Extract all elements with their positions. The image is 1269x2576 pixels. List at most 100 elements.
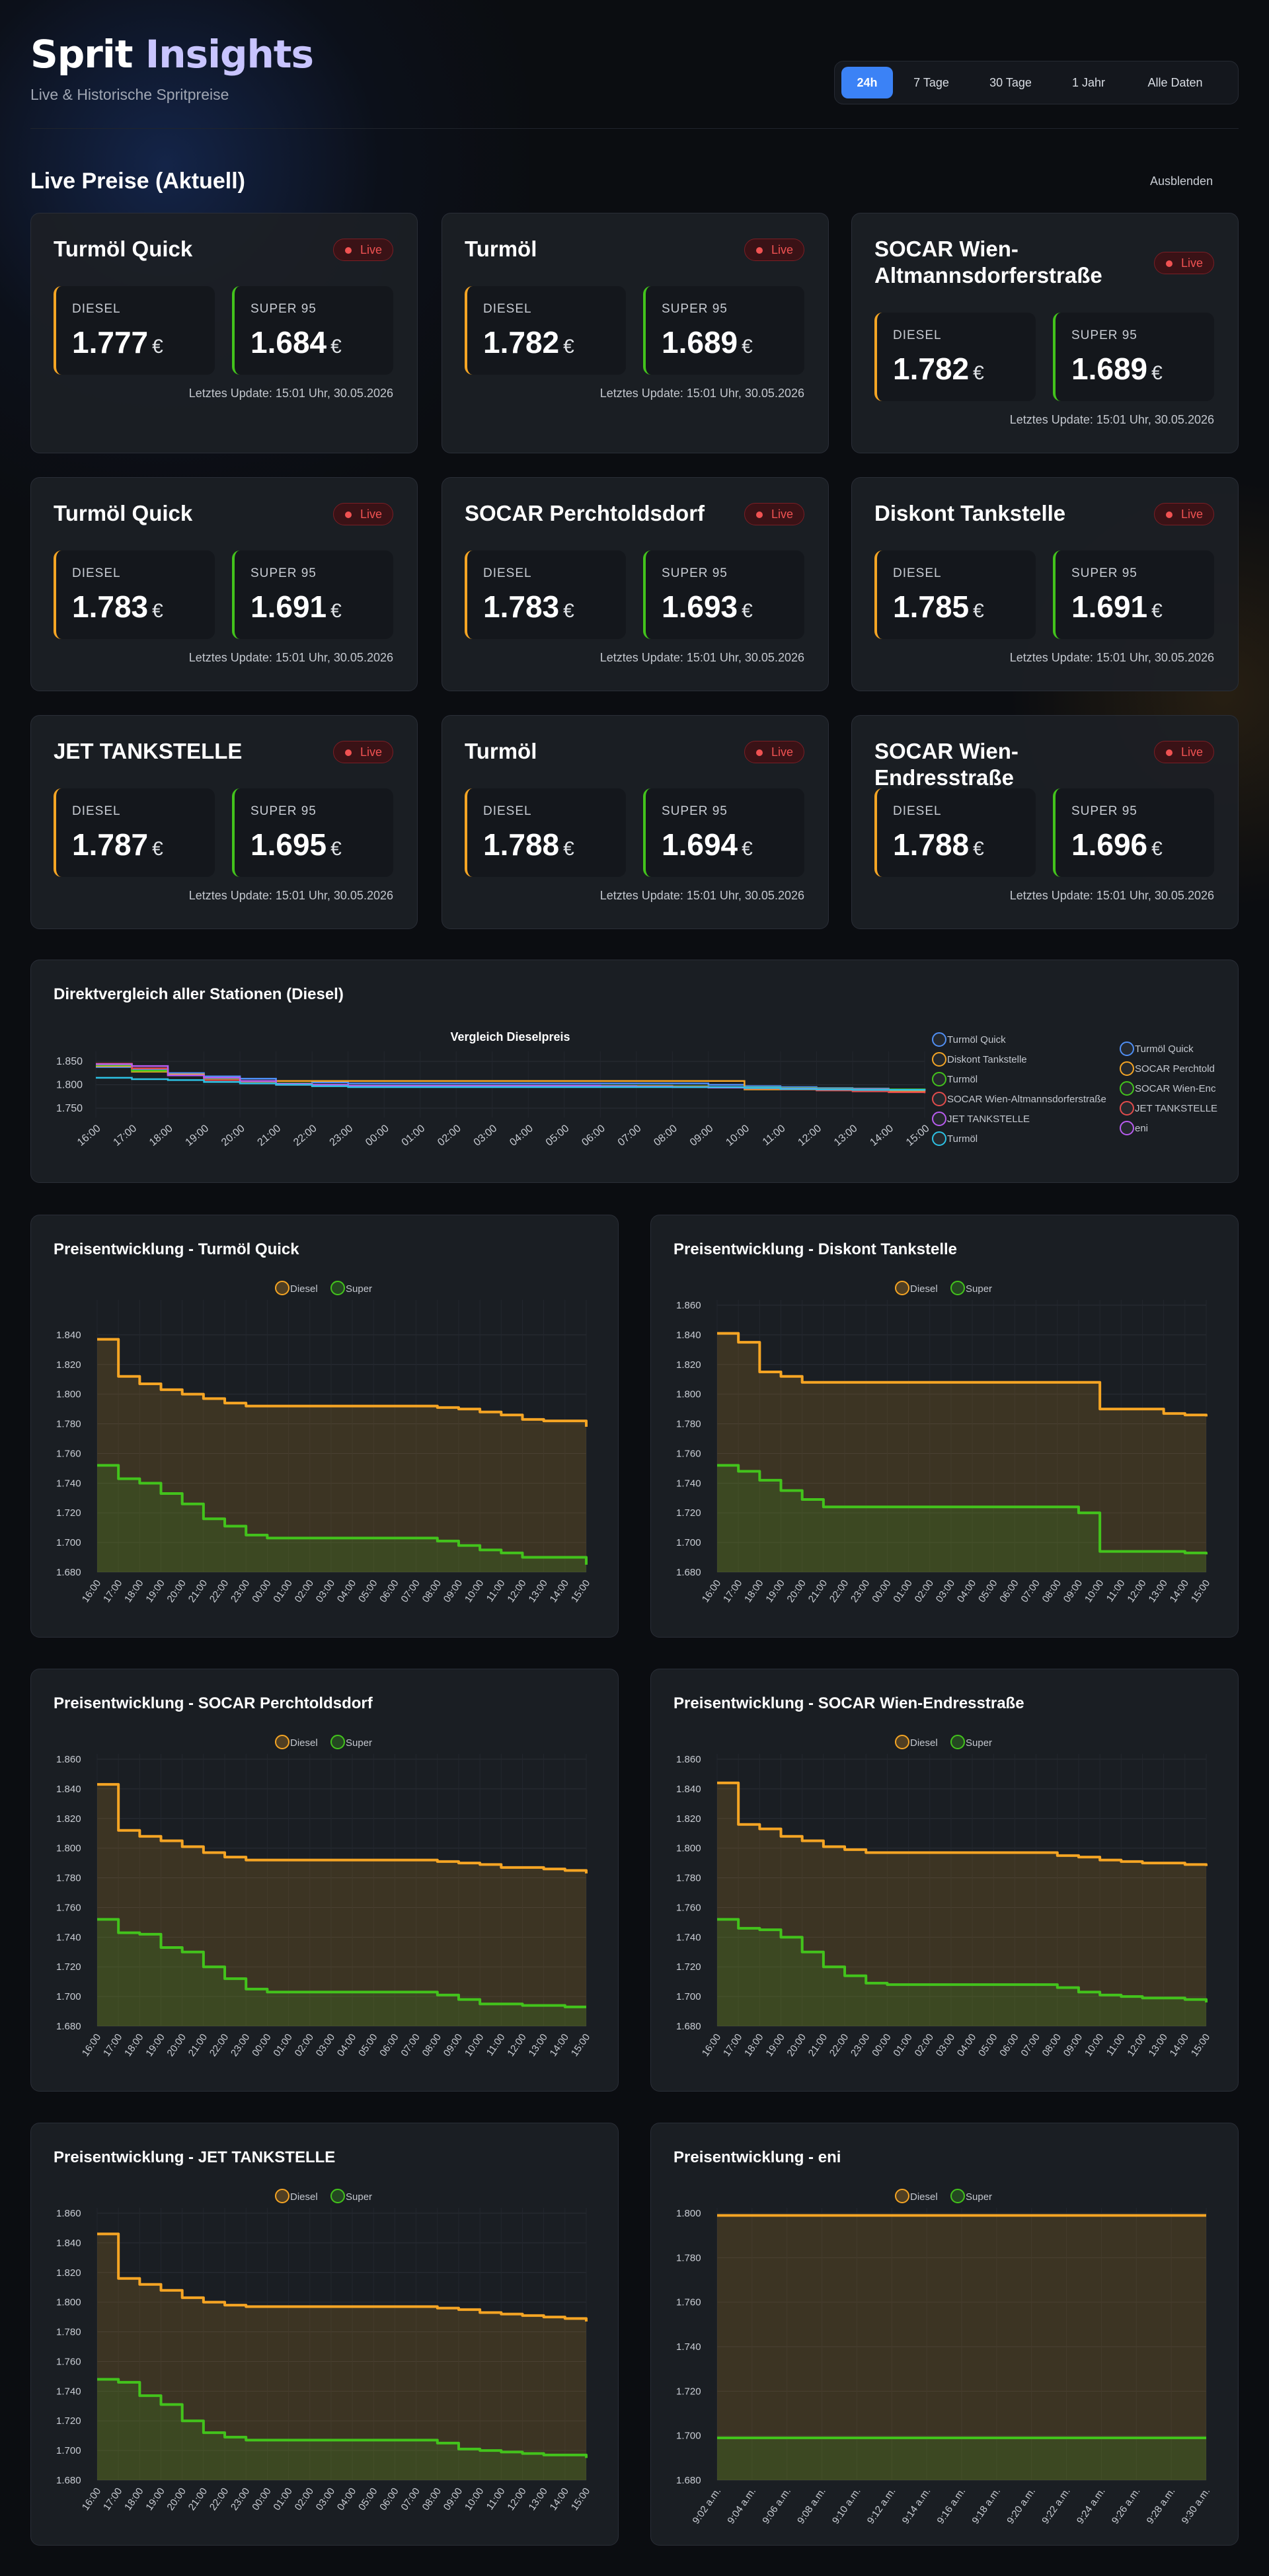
diesel-price: 1.788 € bbox=[483, 827, 574, 862]
x-tick-label: 01:00 bbox=[271, 1578, 294, 1605]
legend-swatch[interactable] bbox=[932, 1131, 946, 1146]
x-tick-label: 06:00 bbox=[580, 1123, 607, 1149]
x-tick-label: 10:00 bbox=[724, 1123, 751, 1149]
hide-live-button[interactable]: Ausblenden bbox=[1150, 174, 1213, 188]
legend-diesel-swatch[interactable] bbox=[275, 1735, 289, 1749]
live-badge: Live bbox=[1153, 741, 1214, 763]
super-price-value: 1.689 bbox=[1071, 352, 1148, 386]
y-tick-label: 1.740 bbox=[56, 2386, 81, 2397]
legend-swatch[interactable] bbox=[1120, 1042, 1134, 1056]
series-super-line[interactable] bbox=[97, 2378, 588, 2458]
tab-30-tage[interactable]: 30 Tage bbox=[989, 75, 1032, 89]
tab-24h[interactable]: 24h bbox=[841, 67, 893, 98]
legend-swatch[interactable] bbox=[932, 1032, 946, 1047]
legend-super-swatch[interactable] bbox=[950, 1735, 965, 1749]
legend-super-swatch[interactable] bbox=[330, 1735, 345, 1749]
legend-super-swatch[interactable] bbox=[330, 2189, 345, 2203]
legend-diesel-swatch[interactable] bbox=[895, 2189, 909, 2203]
legend-swatch[interactable] bbox=[1120, 1101, 1134, 1116]
x-tick-label: 21:00 bbox=[186, 1578, 210, 1605]
x-tick-label: 04:00 bbox=[335, 2486, 358, 2513]
x-tick-label: 03:00 bbox=[314, 2032, 337, 2059]
y-tick-label: 1.800 bbox=[56, 2297, 81, 2308]
x-tick-label: 11:00 bbox=[484, 2032, 508, 2059]
legend-swatch[interactable] bbox=[1120, 1121, 1134, 1135]
x-tick-label: 00:00 bbox=[250, 1578, 273, 1605]
series-diesel-line[interactable] bbox=[97, 2232, 588, 2322]
series-super-line[interactable] bbox=[717, 1918, 1208, 2003]
legend-super-swatch[interactable] bbox=[950, 2189, 965, 2203]
price-history-title: Preisentwicklung - JET TANKSTELLE bbox=[54, 2148, 336, 2166]
station-card: SOCAR Perchtoldsdorf Live DIESEL 1.783 € … bbox=[442, 477, 829, 691]
legend-label: Turmöl Quick bbox=[947, 1034, 1006, 1045]
series-diesel-line[interactable] bbox=[97, 1338, 588, 1427]
x-tick-label: 20:00 bbox=[785, 2032, 808, 2059]
legend-swatch[interactable] bbox=[932, 1112, 946, 1126]
legend-swatch[interactable] bbox=[1120, 1061, 1134, 1076]
live-dot-icon bbox=[344, 511, 352, 518]
y-tick-label: 1.780 bbox=[676, 1873, 701, 1884]
x-tick-label: 00:00 bbox=[870, 2032, 893, 2059]
super-price-box: SUPER 95 1.684 € bbox=[232, 286, 393, 375]
y-tick-label: 1.780 bbox=[676, 2252, 701, 2263]
legend-diesel-swatch[interactable] bbox=[275, 2189, 289, 2203]
diesel-label: DIESEL bbox=[483, 302, 532, 316]
super-price: 1.691 € bbox=[250, 589, 342, 625]
comparison-series-line[interactable] bbox=[96, 1077, 926, 1091]
x-tick-label: 05:00 bbox=[544, 1123, 572, 1149]
y-tick-label: 1.740 bbox=[676, 1478, 701, 1489]
series-diesel-line[interactable] bbox=[717, 1332, 1208, 1417]
x-tick-label: 08:00 bbox=[1040, 2032, 1063, 2059]
legend-swatch[interactable] bbox=[932, 1052, 946, 1067]
x-tick-label: 01:00 bbox=[400, 1123, 428, 1149]
x-tick-label: 22:00 bbox=[827, 2032, 851, 2059]
series-super-area bbox=[97, 2379, 586, 2480]
y-tick-label: 1.840 bbox=[676, 1330, 701, 1341]
legend-swatch[interactable] bbox=[932, 1072, 946, 1086]
diesel-price-box: DIESEL 1.782 € bbox=[465, 286, 626, 375]
live-dot-icon bbox=[755, 511, 763, 518]
legend-diesel-swatch[interactable] bbox=[275, 1281, 289, 1295]
series-super-line[interactable] bbox=[717, 1464, 1208, 1555]
tab-1-jahr[interactable]: 1 Jahr bbox=[1071, 75, 1106, 89]
x-tick-label: 22:00 bbox=[827, 1578, 851, 1605]
x-tick-label: 04:00 bbox=[335, 2032, 358, 2059]
legend-super-swatch[interactable] bbox=[330, 1281, 345, 1295]
station-name: Turmöl Quick bbox=[54, 237, 193, 261]
x-tick-label: 11:00 bbox=[484, 1578, 508, 1605]
x-tick-label: 02:00 bbox=[913, 1578, 936, 1605]
x-tick-label: 14:00 bbox=[1168, 1578, 1191, 1605]
legend-super-swatch[interactable] bbox=[950, 1281, 965, 1295]
x-tick-label: 00:00 bbox=[870, 1578, 893, 1605]
diesel-label: DIESEL bbox=[72, 302, 121, 316]
time-range-tabs: 24h 7 Tage 30 Tage 1 Jahr Alle Daten bbox=[834, 61, 1239, 104]
super-price-value: 1.693 bbox=[662, 589, 738, 624]
live-dot-icon bbox=[1165, 260, 1173, 267]
diesel-price-value: 1.788 bbox=[483, 827, 560, 862]
legend-swatch[interactable] bbox=[932, 1092, 946, 1106]
live-dot-icon bbox=[1165, 749, 1173, 756]
live-badge: Live bbox=[1153, 252, 1214, 274]
x-tick-label: 20:00 bbox=[165, 1578, 188, 1605]
legend-swatch[interactable] bbox=[1120, 1081, 1134, 1096]
tab-alle-daten[interactable]: Alle Daten bbox=[1147, 75, 1203, 89]
legend-label: Turmöl Quick bbox=[1135, 1043, 1194, 1055]
diesel-price-value: 1.783 bbox=[483, 589, 560, 624]
series-diesel-line[interactable] bbox=[97, 1783, 588, 1874]
x-tick-label: 10:00 bbox=[1083, 1578, 1106, 1605]
legend-diesel-swatch[interactable] bbox=[895, 1281, 909, 1295]
currency-symbol: € bbox=[563, 600, 574, 622]
y-tick-label: 1.740 bbox=[676, 1932, 701, 1943]
series-super-line[interactable] bbox=[97, 1464, 588, 1565]
x-tick-label: 05:00 bbox=[356, 1578, 379, 1605]
legend-diesel-swatch[interactable] bbox=[895, 1735, 909, 1749]
x-tick-label: 09:00 bbox=[688, 1123, 716, 1149]
diesel-label: DIESEL bbox=[72, 804, 121, 818]
series-super-area bbox=[717, 1465, 1206, 1572]
x-tick-label: 9:12 a.m. bbox=[865, 2486, 898, 2526]
x-tick-label: 19:00 bbox=[184, 1123, 212, 1149]
series-diesel-line[interactable] bbox=[717, 1781, 1208, 1866]
tab-7-tage[interactable]: 7 Tage bbox=[913, 75, 949, 89]
x-tick-label: 20:00 bbox=[785, 1578, 808, 1605]
series-super-line[interactable] bbox=[97, 1918, 586, 2008]
